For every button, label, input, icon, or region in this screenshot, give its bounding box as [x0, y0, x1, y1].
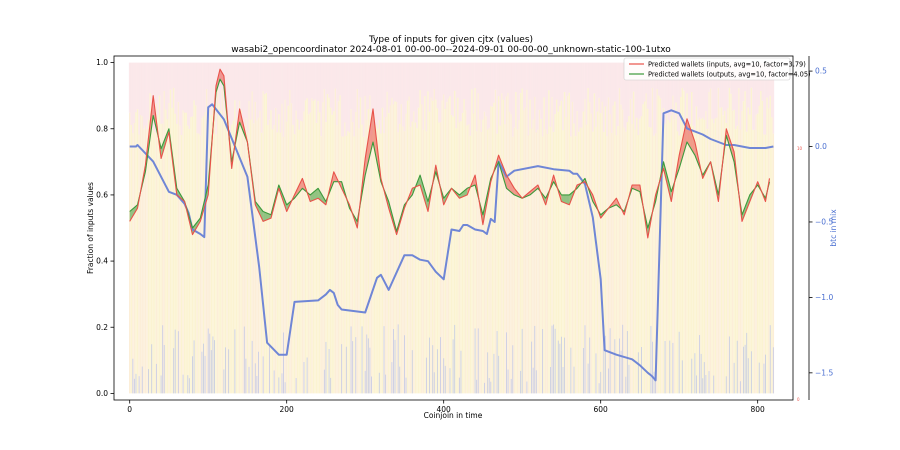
- x-tick-label: 200: [280, 405, 295, 414]
- fill-inputs-over: [530, 185, 538, 195]
- chart-subtitle: wasabi2_opencoordinator 2024-08-01 00-00…: [231, 45, 671, 55]
- y-tick-label: 0.4: [96, 257, 108, 266]
- y-axis: 0.0 0.2 0.4 0.6 0.8 1.0: [96, 58, 114, 398]
- chart-title: Type of inputs for given cjtx (values): [368, 35, 533, 45]
- y-tick-label: 0.0: [96, 389, 108, 398]
- plot-frame: [113, 55, 794, 401]
- line-btc-in-mix: [129, 103, 774, 382]
- y2-axis: 0.5 0.0 −0.5 −1.0 −1.5: [808, 56, 833, 400]
- x-axis-label: Coinjoin in time: [424, 411, 483, 420]
- series-lines: [129, 68, 774, 382]
- x-tick-label: 400: [437, 405, 452, 414]
- legend-label-inputs: Predicted wallets (inputs, avg=10, facto…: [648, 61, 806, 69]
- fill-outputs-over: [420, 175, 428, 212]
- fill-outputs-over: [310, 188, 319, 202]
- x-tick-label: 800: [751, 405, 766, 414]
- fill-inputs-over: [687, 118, 695, 156]
- y-tick-label: 0.6: [96, 191, 108, 200]
- y-tick-label: 0.2: [96, 323, 108, 332]
- legend-box: [623, 57, 791, 81]
- y-tick-label: 0.8: [96, 124, 108, 133]
- fill-inputs-over: [679, 118, 688, 169]
- y-tick-label: 1.0: [96, 58, 108, 67]
- y2-axis-label: btc in mix: [829, 209, 838, 247]
- line-inputs: [129, 68, 771, 239]
- y2-tick-label: 0.0: [815, 142, 827, 151]
- legend-label-outputs: Predicted wallets (outputs, avg=10, fact…: [648, 71, 811, 79]
- fill-inputs-over: [632, 185, 640, 192]
- legend: Predicted wallets (inputs, avg=10, facto…: [623, 57, 811, 81]
- fill-outputs-over: [412, 175, 421, 195]
- y2-tick-label: 0.5: [815, 67, 827, 76]
- y2-tick-label: −1.5: [815, 368, 833, 377]
- x-tick-label: 600: [594, 405, 609, 414]
- tiny-right-label-10: 10: [797, 146, 803, 151]
- fill-inputs-over: [506, 175, 515, 195]
- x-tick-label: 0: [127, 405, 132, 414]
- y-axis-label: Fraction of inputs values: [86, 182, 95, 274]
- tiny-right-label-0: 0: [797, 397, 800, 402]
- y2-tick-label: −1.0: [815, 293, 833, 302]
- fill-inputs-over: [219, 69, 224, 86]
- y2-tick-label: −0.5: [815, 218, 833, 227]
- fill-outputs-over: [741, 194, 750, 222]
- fill-inputs-over: [365, 108, 374, 176]
- x-axis: 0 200 400 600 800: [127, 400, 765, 414]
- background-stripes: [128, 62, 775, 394]
